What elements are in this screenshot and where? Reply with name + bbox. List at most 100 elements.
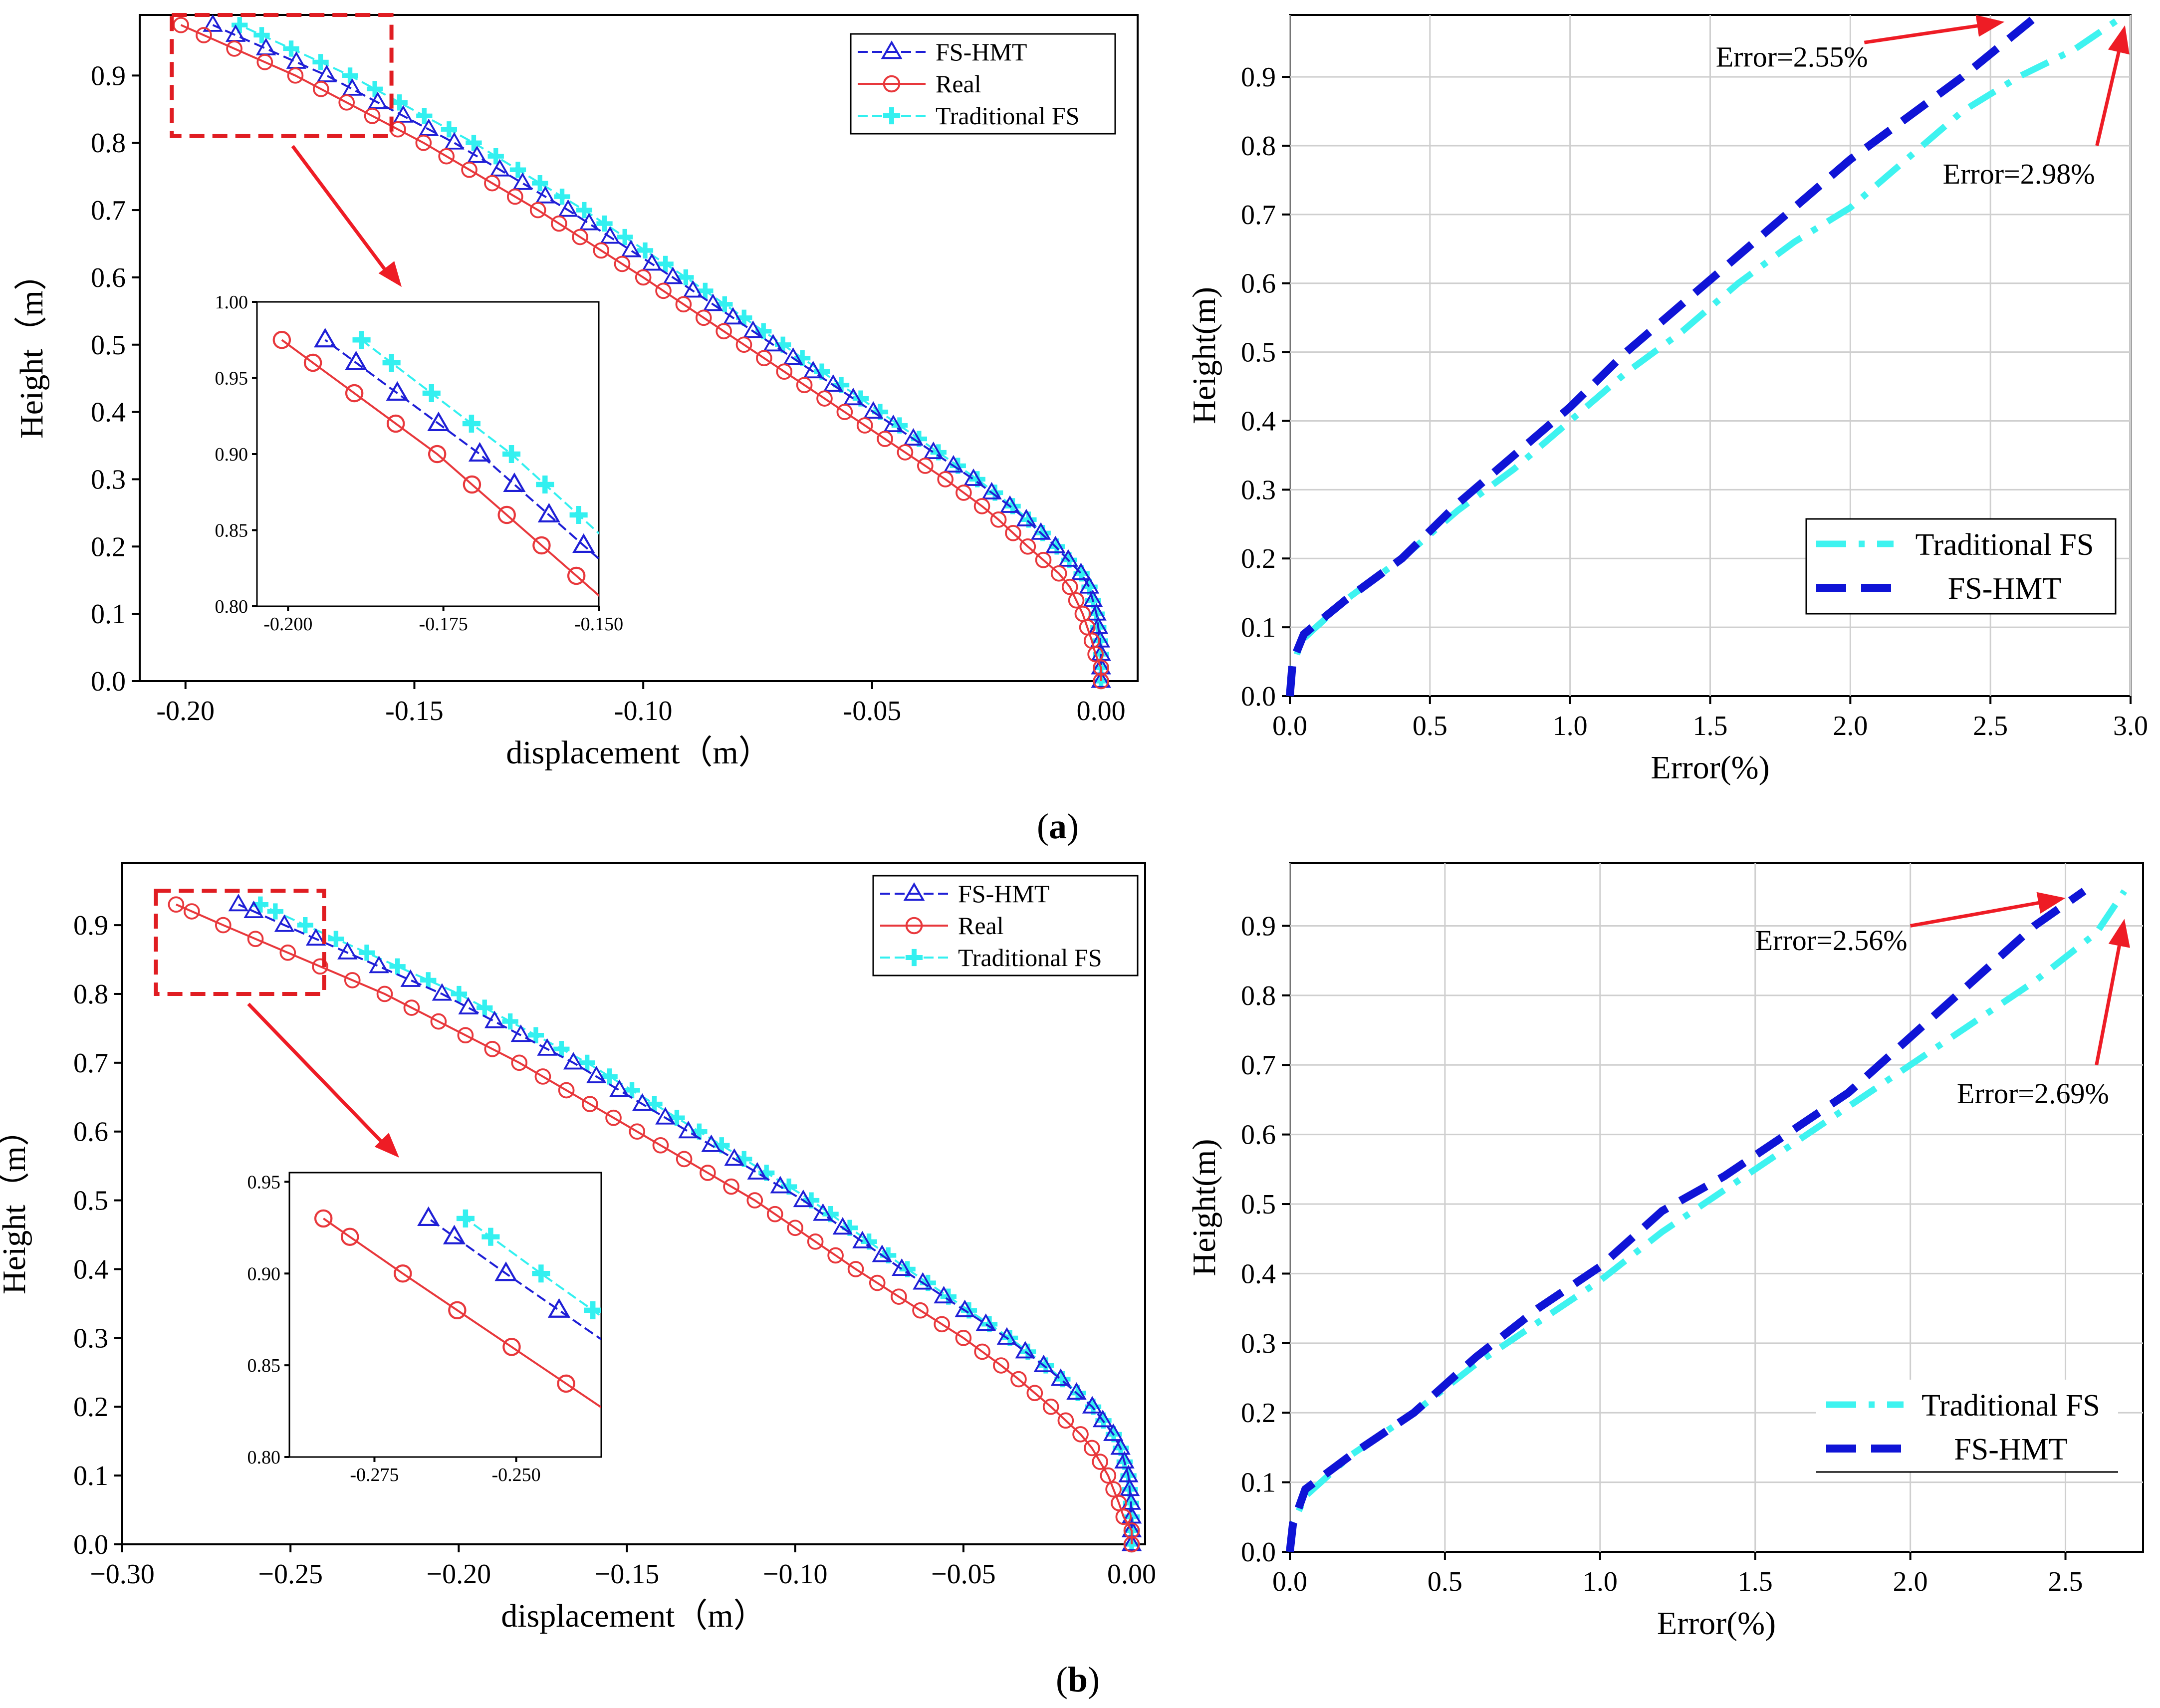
marker-traditional-fs [420, 972, 437, 988]
marker-real [1072, 1426, 1089, 1443]
marker-fs-hmt [747, 1162, 767, 1180]
y-tick-label: 0.7 [1241, 1050, 1276, 1081]
marker-real [869, 1274, 886, 1291]
inset-marker-real [557, 1374, 575, 1393]
marker-real [1084, 1440, 1100, 1457]
y-tick-label: 0.8 [91, 128, 126, 159]
x-tick-label: 0.5 [1428, 1566, 1462, 1597]
marker-real [215, 917, 232, 934]
marker-fs-hmt [444, 132, 465, 150]
marker-traditional-fs [389, 958, 406, 975]
x-tick-label: -0.15 [385, 696, 444, 727]
marker-real [457, 1027, 474, 1044]
series-line-fs-hmt [212, 24, 1102, 681]
marker-fs-hmt [996, 1327, 1017, 1345]
marker-fs-hmt [1079, 576, 1100, 594]
marker-real [629, 1123, 646, 1140]
inset-marker-traditional-fs [739, 1411, 757, 1429]
annotation-arrow-line [2095, 39, 2124, 146]
marker-fs-hmt [274, 914, 295, 932]
marker-fs-hmt [609, 1079, 630, 1097]
marker-fs-hmt [803, 361, 823, 379]
marker-real [534, 1068, 551, 1085]
marker-real [1005, 525, 1021, 541]
x-axis-title: displacement（m） [501, 1598, 766, 1634]
marker-fs-hmt [683, 280, 703, 298]
marker-traditional-fs [678, 269, 694, 286]
inset-marker-real [272, 331, 291, 349]
marker-fs-hmt [337, 942, 358, 960]
marker-fs-hmt [1045, 535, 1066, 553]
marker-fs-hmt [832, 1217, 853, 1235]
marker-real [1019, 538, 1036, 555]
inset-marker-traditional-fs [481, 1227, 500, 1246]
marker-real [974, 1343, 990, 1360]
panel-label-a: (a) [1037, 806, 1079, 846]
marker-real [787, 1220, 804, 1236]
inset-marker-real [314, 1209, 333, 1228]
y-tick-label: 0.1 [1241, 1467, 1276, 1498]
x-tick-label: 2.0 [1833, 711, 1868, 741]
y-tick-label: 0.3 [91, 464, 126, 495]
marker-real [1111, 1494, 1127, 1511]
inset-marker-fs-hmt [468, 442, 491, 462]
marker-real [184, 903, 200, 920]
inset-marker-traditional-fs [462, 414, 480, 433]
legend-marker-fs-hmt [903, 882, 925, 901]
legend-box [1816, 1380, 2118, 1472]
marker-real [312, 958, 328, 975]
marker-fs-hmt [579, 213, 599, 231]
marker-traditional-fs [646, 1096, 663, 1112]
marker-fs-hmt [558, 199, 578, 217]
marker-real [1093, 673, 1109, 690]
marker-real [529, 202, 546, 219]
marker-traditional-fs [697, 282, 714, 299]
marker-traditional-fs [312, 54, 329, 70]
marker-real [1050, 565, 1067, 582]
marker-real [700, 1165, 716, 1181]
marker-fs-hmt [701, 1134, 721, 1152]
marker-traditional-fs [509, 162, 526, 178]
inset-marker-traditional-fs [603, 536, 621, 554]
y-axis-title: Height(m) [1186, 1139, 1222, 1276]
plot-frame [139, 14, 1139, 682]
marker-fs-hmt [943, 455, 964, 473]
marker-traditional-fs [717, 296, 733, 312]
marker-traditional-fs [342, 67, 358, 84]
inset-x-tick-label: -0.175 [419, 614, 468, 635]
marker-fs-hmt [512, 172, 533, 190]
inset-series-line-real [323, 1218, 601, 1409]
marker-real [956, 485, 972, 501]
x-tick-label: −0.05 [931, 1559, 996, 1590]
marker-fs-hmt [305, 928, 326, 946]
inset-marker-real [603, 598, 619, 614]
chart-b-displacement: −0.30 −0.25 −0.20 −0.15 −0.10 −0.05 0.00 0.0 0.1… [0, 862, 1156, 1634]
marker-traditional-fs [477, 999, 493, 1016]
y-tick-label: 0.0 [1241, 681, 1276, 712]
y-axis-title: Height(m) [1186, 287, 1222, 424]
inset-marker-fs-hmt [609, 566, 628, 582]
marker-real [917, 458, 934, 474]
marker-fs-hmt [1103, 1423, 1124, 1441]
annotation-arrow-line [2095, 933, 2124, 1065]
marker-real [776, 363, 793, 380]
x-tick-label: −0.30 [90, 1559, 155, 1590]
marker-real [912, 1302, 929, 1319]
y-axis-title: Height（m） [13, 257, 50, 439]
marker-fs-hmt [535, 186, 556, 204]
marker-real [287, 67, 304, 84]
zoom-arrow-line [247, 1002, 392, 1152]
inset-marker-fs-hmt [656, 1374, 675, 1390]
marker-traditional-fs [617, 229, 633, 245]
marker-fs-hmt [1119, 1478, 1140, 1496]
y-axis-title: Height（m） [0, 1113, 32, 1294]
marker-fs-hmt [432, 983, 453, 1001]
marker-fs-hmt [1110, 1437, 1131, 1455]
marker-real [973, 498, 990, 514]
marker-real [438, 148, 455, 165]
marker-real [196, 27, 212, 43]
y-tick-label: 0.6 [91, 262, 126, 293]
inset-y-tick-label: 0.95 [247, 1172, 281, 1193]
y-tick-label: 0.7 [91, 195, 126, 226]
y-tick-label: 0.4 [1241, 1258, 1276, 1289]
